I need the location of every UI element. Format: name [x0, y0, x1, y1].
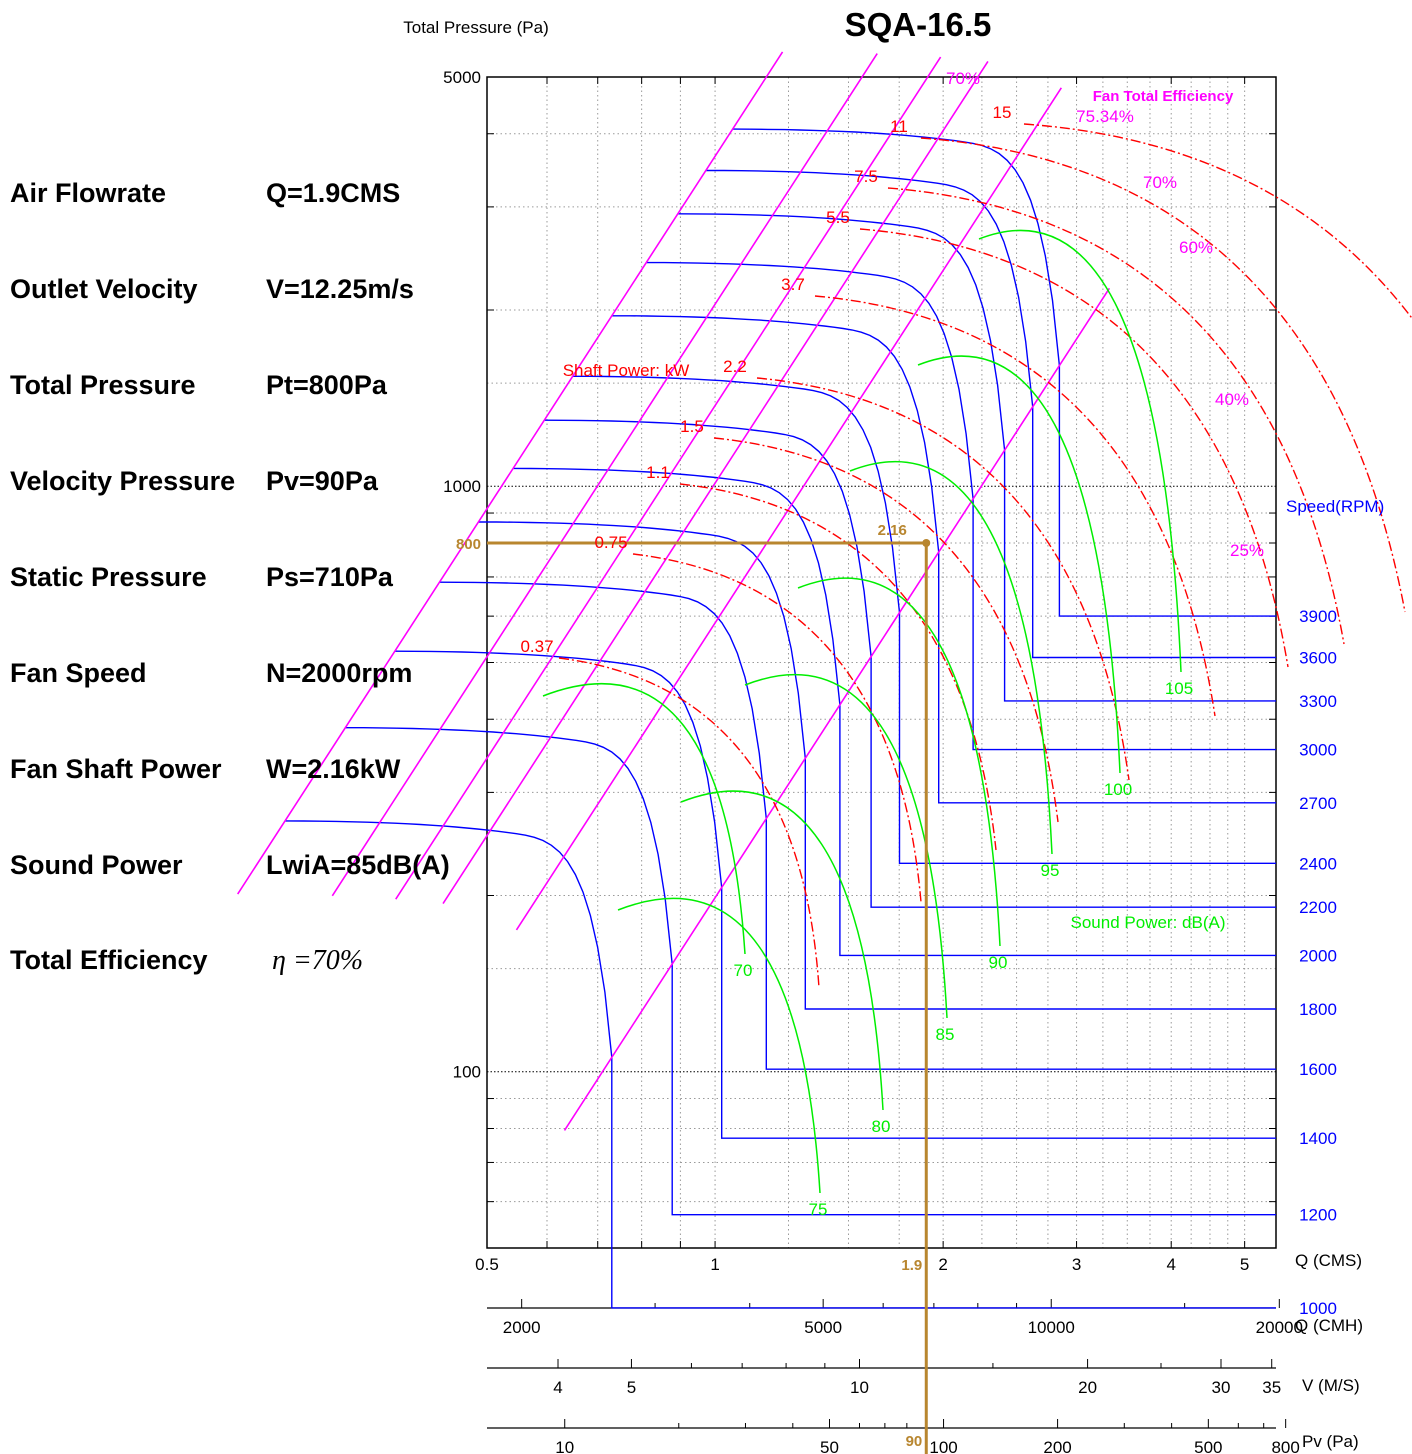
speed-label: 2200 — [1299, 898, 1337, 917]
efficiency-label: 60% — [1179, 238, 1213, 257]
speed-label: 2700 — [1299, 794, 1337, 813]
spec-value: Ps=710Pa — [266, 562, 394, 592]
sound-power-label: 90 — [989, 953, 1008, 972]
sound-power-label: 80 — [872, 1117, 891, 1136]
spec-value: LwiA=85dB(A) — [266, 850, 450, 880]
operating-point-marker — [922, 539, 930, 547]
shaft-power-label: 11 — [890, 117, 908, 136]
operating-power-label: 2.16 — [878, 522, 907, 539]
shaft-power-label: 5.5 — [826, 208, 850, 227]
speed-label: 3900 — [1299, 607, 1337, 626]
x-tick-label: 4 — [1166, 1255, 1175, 1274]
shaft-power-label: 2.2 — [723, 357, 747, 376]
sound-power-label: 75 — [809, 1200, 828, 1219]
velocity-tick-label: 35 — [1262, 1378, 1281, 1397]
cmh-tick-label: 2000 — [503, 1318, 541, 1337]
velocity-tick-label: 5 — [627, 1378, 636, 1397]
efficiency-label: 25% — [1230, 541, 1264, 560]
x-axis-unit-cms: Q (CMS) — [1295, 1251, 1362, 1270]
spec-value: Q=1.9CMS — [266, 178, 400, 208]
velocity-tick-label: 4 — [553, 1378, 562, 1397]
spec-label: Total Efficiency — [10, 945, 208, 975]
spec-value: V=12.25m/s — [266, 274, 414, 304]
operating-pressure-label: 800 — [456, 536, 481, 553]
shaft-power-label: 3.7 — [781, 275, 805, 294]
spec-label: Total Pressure — [10, 370, 196, 400]
shaft-power-label: 15 — [993, 103, 1012, 122]
spec-value: η =70% — [272, 945, 363, 976]
x-axis-unit-velocity: V (M/S) — [1302, 1376, 1360, 1395]
pv-tick-label: 800 — [1271, 1438, 1299, 1454]
shaft-power-label: 7.5 — [854, 167, 878, 186]
speed-label: 1200 — [1299, 1206, 1337, 1225]
speed-label: 1400 — [1299, 1129, 1337, 1148]
y-tick-label: 1000 — [443, 477, 481, 496]
velocity-tick-label: 10 — [850, 1378, 869, 1397]
speed-axis-label: Speed(RPM) — [1286, 497, 1384, 516]
efficiency-label: 75.34% — [1076, 107, 1134, 126]
speed-label: 2400 — [1299, 854, 1337, 873]
chart-title: SQA-16.5 — [845, 6, 992, 43]
x-tick-label: 5 — [1240, 1255, 1249, 1274]
cmh-tick-label: 10000 — [1028, 1318, 1075, 1337]
pv-tick-label: 100 — [929, 1438, 957, 1454]
shaft-power-label: 0.37 — [520, 637, 553, 656]
y-tick-label: 100 — [453, 1063, 481, 1082]
y-tick-label: 5000 — [443, 68, 481, 87]
sound-power-label: 85 — [936, 1025, 955, 1044]
efficiency-title: Fan Total Efficiency — [1093, 88, 1234, 105]
speed-label: 2000 — [1299, 946, 1337, 965]
x-tick-label: 3 — [1072, 1255, 1081, 1274]
efficiency-label: 40% — [1215, 390, 1249, 409]
spec-label: Static Pressure — [10, 562, 207, 592]
spec-label: Sound Power — [10, 850, 183, 880]
sound-power-label: 105 — [1165, 679, 1193, 698]
spec-label: Fan Speed — [10, 658, 147, 688]
sound-power-label: 95 — [1041, 861, 1060, 880]
spec-value: W=2.16kW — [266, 754, 401, 784]
speed-label: 3300 — [1299, 692, 1337, 711]
x-tick-label: 1 — [710, 1255, 719, 1274]
sound-power-label: 70 — [734, 961, 753, 980]
spec-label: Velocity Pressure — [10, 466, 235, 496]
operating-flow-label: 1.9 — [901, 1257, 922, 1274]
velocity-tick-label: 30 — [1212, 1378, 1231, 1397]
shaft-power-label: 1.1 — [646, 463, 670, 482]
shaft-power-label: 0.75 — [594, 533, 627, 552]
spec-label: Outlet Velocity — [10, 274, 198, 304]
x-tick-label: 2 — [938, 1255, 947, 1274]
shaft-power-label: 1.5 — [680, 417, 704, 436]
speed-label: 3000 — [1299, 741, 1337, 760]
x-axis-unit-pv: Pv (Pa) — [1302, 1432, 1359, 1451]
x-axis-unit-cmh: Q (CMH) — [1295, 1316, 1363, 1335]
spec-value: N=2000rpm — [266, 658, 412, 688]
operating-pv-label: 90 — [906, 1433, 923, 1450]
efficiency-label: 70% — [1143, 173, 1177, 192]
speed-label: 1800 — [1299, 1000, 1337, 1019]
efficiency-label: 70% — [946, 69, 980, 88]
spec-label: Fan Shaft Power — [10, 754, 222, 784]
spec-value: Pt=800Pa — [266, 370, 388, 400]
velocity-tick-label: 20 — [1078, 1378, 1097, 1397]
y-axis-label: Total Pressure (Pa) — [403, 18, 549, 37]
pv-tick-label: 50 — [820, 1438, 839, 1454]
shaft-power-title: Shaft Power: kW — [563, 361, 690, 380]
sound-power-label: 100 — [1104, 780, 1132, 799]
sound-power-title: Sound Power: dB(A) — [1071, 913, 1226, 932]
speed-label: 3600 — [1299, 648, 1337, 667]
pv-tick-label: 200 — [1043, 1438, 1071, 1454]
spec-label: Air Flowrate — [10, 178, 166, 208]
cmh-tick-label: 5000 — [804, 1318, 842, 1337]
spec-value: Pv=90Pa — [266, 466, 379, 496]
x-tick-label: 0.5 — [475, 1255, 499, 1274]
speed-label: 1600 — [1299, 1060, 1337, 1079]
pv-tick-label: 500 — [1194, 1438, 1222, 1454]
pv-tick-label: 10 — [555, 1438, 574, 1454]
